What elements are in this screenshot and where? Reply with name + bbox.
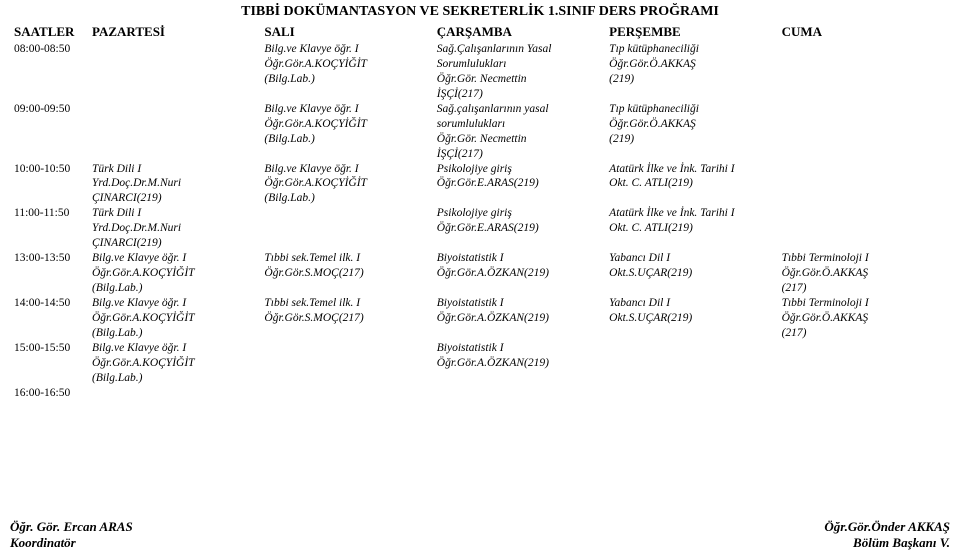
cell-tue: Bilg.ve Klavye öğr. IÖğr.Gör.A.KOÇYİĞİT(…	[260, 162, 432, 207]
col-wed: ÇARŞAMBA	[433, 24, 605, 42]
time-cell: 11:00-11:50	[10, 206, 88, 251]
table-row: 14:00-14:50Bilg.ve Klavye öğr. IÖğr.Gör.…	[10, 296, 950, 341]
col-fri: CUMA	[778, 24, 950, 42]
cell-wed: Biyoistatistik IÖğr.Gör.A.ÖZKAN(219)	[433, 296, 605, 341]
cell-thu	[605, 341, 777, 386]
cell-thu: Atatürk İlke ve İnk. Tarihi IOkt. C. ATL…	[605, 162, 777, 207]
cell-tue: Bilg.ve Klavye öğr. IÖğr.Gör.A.KOÇYİĞİT(…	[260, 42, 432, 102]
cell-tue: Tıbbi sek.Temel ilk. IÖğr.Gör.S.MOÇ(217)	[260, 251, 432, 296]
time-cell: 14:00-14:50	[10, 296, 88, 341]
cell-wed: Biyoistatistik IÖğr.Gör.A.ÖZKAN(219)	[433, 251, 605, 296]
footer: Öğr. Gör. Ercan ARAS Koordinatör Öğr.Gör…	[10, 519, 950, 551]
cell-mon: Türk Dili IYrd.Doç.Dr.M.NuriÇINARCI(219)	[88, 162, 260, 207]
cell-fri: Tıbbi Terminoloji IÖğr.Gör.Ö.AKKAŞ(217)	[778, 251, 950, 296]
table-row: 09:00-09:50 Bilg.ve Klavye öğr. IÖğr.Gör.…	[10, 102, 950, 162]
cell-thu	[605, 386, 777, 401]
cell-thu: Tıp kütüphaneciliğiÖğr.Gör.Ö.AKKAŞ(219)	[605, 102, 777, 162]
cell-mon	[88, 386, 260, 401]
cell-mon	[88, 102, 260, 162]
time-cell: 10:00-10:50	[10, 162, 88, 207]
col-tue: SALI	[260, 24, 432, 42]
cell-thu: Yabancı Dil IOkt.S.UÇAR(219)	[605, 296, 777, 341]
coordinator-name: Öğr. Gör. Ercan ARAS	[10, 519, 133, 535]
time-cell: 09:00-09:50	[10, 102, 88, 162]
cell-thu: Atatürk İlke ve İnk. Tarihi IOkt. C. ATL…	[605, 206, 777, 251]
cell-tue: Bilg.ve Klavye öğr. IÖğr.Gör.A.KOÇYİĞİT(…	[260, 102, 432, 162]
cell-fri	[778, 206, 950, 251]
cell-mon	[88, 42, 260, 102]
cell-mon: Bilg.ve Klavye öğr. IÖğr.Gör.A.KOÇYİĞİT(…	[88, 296, 260, 341]
col-thu: PERŞEMBE	[605, 24, 777, 42]
time-cell: 13:00-13:50	[10, 251, 88, 296]
cell-thu: Yabancı Dil IOkt.S.UÇAR(219)	[605, 251, 777, 296]
time-cell: 15:00-15:50	[10, 341, 88, 386]
cell-wed: Biyoistatistik IÖğr.Gör.A.ÖZKAN(219)	[433, 341, 605, 386]
cell-tue	[260, 206, 432, 251]
table-row: 10:00-10:50Türk Dili IYrd.Doç.Dr.M.NuriÇ…	[10, 162, 950, 207]
time-cell: 16:00-16:50	[10, 386, 88, 401]
schedule-table: SAATLER PAZARTESİ SALI ÇARŞAMBA PERŞEMBE…	[10, 24, 950, 401]
cell-tue	[260, 386, 432, 401]
cell-fri	[778, 42, 950, 102]
cell-fri	[778, 102, 950, 162]
cell-wed: Sağ.çalışanlarının yasalsorumluluklarıÖğ…	[433, 102, 605, 162]
footer-left: Öğr. Gör. Ercan ARAS Koordinatör	[10, 519, 133, 551]
cell-fri: Tıbbi Terminoloji IÖğr.Gör.Ö.AKKAŞ(217)	[778, 296, 950, 341]
page-title: TIBBİ DOKÜMANTASYON VE SEKRETERLİK 1.SIN…	[10, 4, 950, 20]
head-name: Öğr.Gör.Önder AKKAŞ	[824, 519, 950, 535]
time-cell: 08:00-08:50	[10, 42, 88, 102]
table-row: 13:00-13:50Bilg.ve Klavye öğr. IÖğr.Gör.…	[10, 251, 950, 296]
cell-tue: Tıbbi sek.Temel ilk. IÖğr.Gör.S.MOÇ(217)	[260, 296, 432, 341]
col-mon: PAZARTESİ	[88, 24, 260, 42]
cell-wed	[433, 386, 605, 401]
cell-mon: Türk Dili IYrd.Doç.Dr.M.NuriÇINARCI(219)	[88, 206, 260, 251]
cell-thu: Tıp kütüphaneciliğiÖğr.Gör.Ö.AKKAŞ(219)	[605, 42, 777, 102]
cell-tue	[260, 341, 432, 386]
cell-fri	[778, 341, 950, 386]
cell-fri	[778, 162, 950, 207]
footer-right: Öğr.Gör.Önder AKKAŞ Bölüm Başkanı V.	[824, 519, 950, 551]
header-row: SAATLER PAZARTESİ SALI ÇARŞAMBA PERŞEMBE…	[10, 24, 950, 42]
table-row: 16:00-16:50	[10, 386, 950, 401]
cell-wed: Sağ.Çalışanlarının YasalSorumluluklarıÖğ…	[433, 42, 605, 102]
coordinator-title: Koordinatör	[10, 535, 133, 551]
table-row: 11:00-11:50Türk Dili IYrd.Doç.Dr.M.NuriÇ…	[10, 206, 950, 251]
cell-mon: Bilg.ve Klavye öğr. IÖğr.Gör.A.KOÇYİĞİT(…	[88, 341, 260, 386]
table-row: 15:00-15:50Bilg.ve Klavye öğr. IÖğr.Gör.…	[10, 341, 950, 386]
cell-wed: Psikolojiye girişÖğr.Gör.E.ARAS(219)	[433, 162, 605, 207]
cell-wed: Psikolojiye girişÖğr.Gör.E.ARAS(219)	[433, 206, 605, 251]
table-row: 08:00-08:50 Bilg.ve Klavye öğr. IÖğr.Gör.…	[10, 42, 950, 102]
cell-mon: Bilg.ve Klavye öğr. IÖğr.Gör.A.KOÇYİĞİT(…	[88, 251, 260, 296]
cell-fri	[778, 386, 950, 401]
head-title: Bölüm Başkanı V.	[824, 535, 950, 551]
col-hours: SAATLER	[10, 24, 88, 42]
